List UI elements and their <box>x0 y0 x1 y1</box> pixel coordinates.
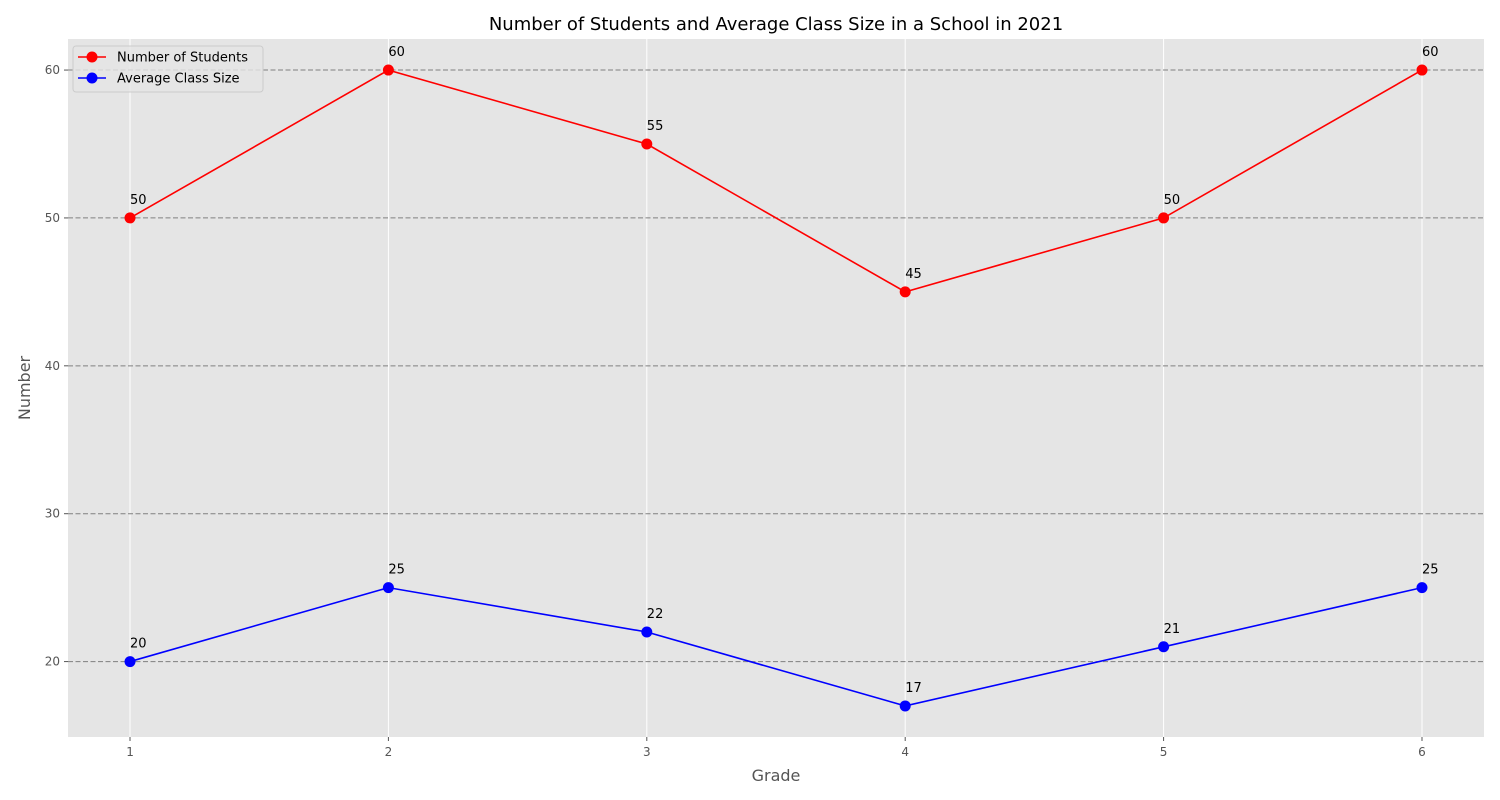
series-2: 20 25 22 17 21 25 <box>124 563 1439 712</box>
data-label: 17 <box>905 681 922 696</box>
y-tick-label: 40 <box>45 359 60 373</box>
x-tick-label: 5 <box>1160 745 1168 759</box>
data-point <box>1158 212 1170 224</box>
data-label: 25 <box>388 563 405 578</box>
series-layer: 50 60 55 45 50 60 20 25 22 17 21 25 <box>124 45 1439 712</box>
data-point <box>899 700 911 712</box>
legend-label: Number of Students <box>117 51 248 66</box>
x-tick-label: 3 <box>643 745 651 759</box>
series-1: 50 60 55 45 50 60 <box>124 45 1439 298</box>
data-point <box>641 138 653 150</box>
legend-swatch-marker <box>86 51 98 63</box>
y-axis-label: Number <box>15 355 34 420</box>
data-label: 21 <box>1164 622 1181 637</box>
data-point <box>382 64 394 76</box>
data-point <box>382 582 394 594</box>
data-label: 60 <box>1422 45 1439 60</box>
y-tick-label: 20 <box>45 655 60 669</box>
data-label: 45 <box>905 267 922 282</box>
legend-item: Number of Students <box>78 51 248 66</box>
y-tick-label: 60 <box>45 63 60 77</box>
x-tick-label: 1 <box>126 745 134 759</box>
legend: Number of Students Average Class Size <box>72 45 264 93</box>
chart-title: Number of Students and Average Class Siz… <box>489 14 1063 35</box>
data-point <box>1416 64 1428 76</box>
data-label: 60 <box>388 45 405 60</box>
plot-area <box>68 39 1484 737</box>
y-tick-label: 30 <box>45 507 60 521</box>
x-tick-label: 6 <box>1418 745 1426 759</box>
x-tick-label: 2 <box>385 745 393 759</box>
data-label: 50 <box>130 193 147 208</box>
legend-box <box>72 45 264 93</box>
data-point <box>124 212 136 224</box>
x-tick-label: 4 <box>901 745 909 759</box>
data-label: 20 <box>130 637 147 652</box>
series-line <box>129 586 1423 707</box>
series-line <box>129 69 1423 293</box>
data-point <box>641 626 653 638</box>
grid <box>68 39 1484 737</box>
data-point <box>1416 582 1428 594</box>
data-label: 22 <box>647 607 664 622</box>
legend-swatch-marker <box>86 72 98 84</box>
data-label: 25 <box>1422 563 1439 578</box>
x-axis-label: Grade <box>752 766 801 785</box>
legend-label: Average Class Size <box>117 72 240 87</box>
data-label: 50 <box>1164 193 1181 208</box>
data-label: 55 <box>647 119 664 134</box>
data-point <box>899 286 911 298</box>
data-point <box>124 656 136 668</box>
y-tick-label: 50 <box>45 211 60 225</box>
legend-item: Average Class Size <box>78 72 240 87</box>
data-point <box>1158 641 1170 653</box>
